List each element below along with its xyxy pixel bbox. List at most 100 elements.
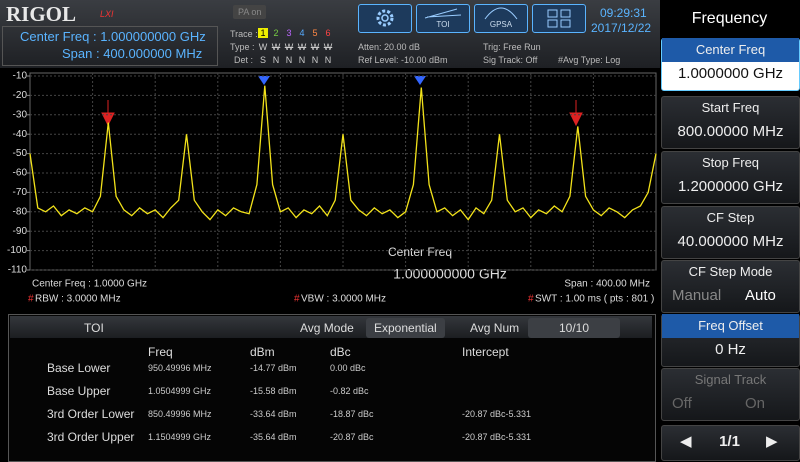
row-name: Base Lower [47, 361, 111, 375]
cell: -15.58 dBm [250, 386, 297, 396]
gpsa-icon-label: GPSA [489, 20, 513, 29]
marker-blue [258, 76, 270, 85]
trace [29, 85, 657, 221]
cell: -0.82 dBc [330, 386, 369, 396]
trace-det: N [311, 55, 319, 65]
swt: SWT : 1.00 ms ( pts : 801 ) [535, 294, 654, 305]
cell: 850.49996 MHz [148, 409, 212, 419]
toi-icon[interactable]: TOI [416, 4, 470, 33]
avg-mode-label: Avg Mode [300, 321, 354, 335]
type-label: Type : [230, 42, 255, 52]
y-tick-label: -20 [13, 90, 28, 101]
cell: 1.0504999 GHz [148, 386, 212, 396]
pa-badge[interactable]: PA on [233, 5, 267, 19]
page-prev[interactable]: ◀ [680, 433, 692, 450]
trace-type: W [323, 42, 333, 52]
swt-flag: # [528, 294, 534, 305]
span: Span : 400.000000 MHz [62, 46, 203, 61]
marker-blue [414, 76, 426, 85]
date: 2017/12/22 [591, 21, 652, 35]
avg-mode[interactable]: Exponential [366, 318, 445, 338]
trace-type: W [284, 42, 294, 52]
y-tick-label: -60 [13, 168, 28, 179]
gpsa-glyph [484, 7, 518, 20]
trace-type: W [297, 42, 307, 52]
ref-level: Ref Level: -10.00 dBm [358, 55, 448, 65]
y-tick-label: -70 [13, 187, 28, 198]
det-label: Det : [234, 55, 254, 65]
softkey-value: 800.00000 MHz [677, 123, 784, 140]
softkey-value: 1.0000000 GHz [677, 65, 784, 82]
softkey[interactable] [661, 260, 800, 313]
tab-label[interactable]: TOI [84, 321, 104, 335]
center-freq: Center Freq : 1.000000000 GHz [20, 29, 206, 44]
row-name: 3rd Order Upper [47, 430, 135, 444]
row-name: 3rd Order Lower [47, 407, 135, 421]
avg-type: #Avg Type: Log [558, 55, 621, 65]
y-tick-label: -90 [13, 226, 28, 237]
vertical-grid [92, 73, 594, 270]
column-header: Intercept [462, 345, 509, 359]
center-info: Center Freq : 1.0000 GHz [32, 279, 147, 290]
column-header: Freq [148, 345, 173, 359]
trace-type: W [271, 42, 281, 52]
trace-det: S [259, 55, 266, 65]
trace-det: N [272, 55, 280, 65]
cell: -20.87 dBc-5.331 [462, 409, 532, 419]
page-next[interactable]: ▶ [766, 433, 778, 450]
softkey[interactable] [661, 151, 800, 204]
gpsa-icon[interactable]: GPSA [474, 4, 528, 33]
settings-icon[interactable] [358, 4, 412, 33]
trace-number[interactable]: 3 [286, 28, 292, 38]
y-tick-label: -110 [8, 265, 28, 276]
y-tick-label: -80 [13, 206, 28, 217]
softkey-label: Signal Track [694, 372, 767, 387]
softkey-label: Center Freq [662, 38, 799, 62]
softkey-option[interactable]: Off [672, 395, 692, 412]
trace-number[interactable]: 6 [325, 28, 331, 38]
lxi: LXI [100, 9, 114, 19]
softkey-option[interactable]: On [745, 395, 766, 412]
avg-num-label: Avg Num [470, 321, 520, 335]
rbw-flag: # [28, 294, 34, 305]
time: 09:29:31 [600, 6, 647, 20]
overlay-label: Center Freq [388, 245, 452, 259]
vbw: VBW : 3.0000 MHz [301, 294, 386, 305]
y-tick-label: -10 [13, 71, 28, 82]
trace-label: Trace : [230, 29, 258, 39]
panel-header [10, 316, 652, 338]
y-tick-label: -50 [13, 148, 28, 159]
freq-box [2, 26, 218, 66]
rbw: RBW : 3.0000 MHz [35, 294, 121, 305]
avg-num[interactable]: 10/10 [528, 318, 620, 338]
page-number: 1/1 [719, 433, 740, 450]
softkey[interactable] [661, 206, 800, 259]
softkey-label: Start Freq [701, 100, 760, 115]
menu-title: Frequency [691, 10, 768, 27]
trace-number[interactable]: 5 [312, 28, 318, 38]
layout-icon[interactable] [532, 4, 586, 33]
trace-number[interactable]: 4 [299, 28, 305, 38]
gear [376, 9, 394, 27]
y-tick-label: -40 [13, 129, 28, 140]
softkey-label: Stop Freq [701, 155, 760, 170]
trace-type: W [310, 42, 320, 52]
softkey-option[interactable]: Auto [745, 287, 776, 304]
cell: -18.87 dBc [330, 409, 374, 419]
cell: 0.00 dBc [330, 363, 366, 373]
cell: -33.64 dBm [250, 409, 297, 419]
trace-number[interactable]: 2 [273, 28, 279, 38]
cell: -35.64 dBm [250, 432, 297, 442]
y-tick-label: -100 [7, 245, 27, 256]
spectrum-plot: Center Freq 1.000000000 GHz Center Freq … [7, 71, 657, 305]
softkey[interactable] [661, 96, 800, 149]
softkey-value: 0 Hz [715, 341, 746, 358]
span-info: Span : 400.00 MHz [564, 279, 650, 290]
column-header: dBc [330, 345, 351, 359]
page-box [661, 425, 800, 461]
softkey-label: Freq Offset [662, 314, 799, 338]
trace-det: N [298, 55, 306, 65]
softkey-option[interactable]: Manual [672, 287, 722, 304]
trace-number[interactable]: 1 [258, 28, 268, 38]
